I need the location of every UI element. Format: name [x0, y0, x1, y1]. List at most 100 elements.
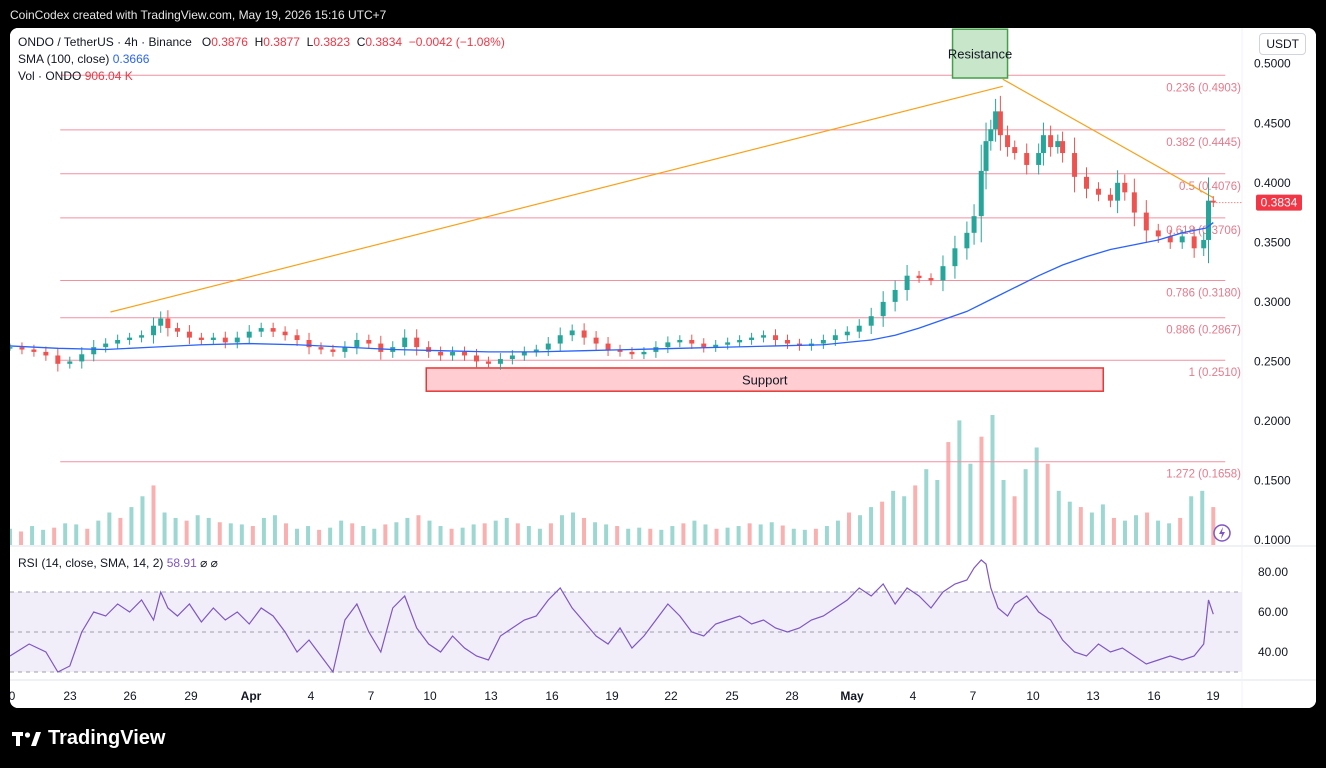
volume-legend[interactable]: Vol · ONDO 906.04 K	[18, 69, 133, 83]
close-label: C	[356, 35, 366, 49]
candle-body	[294, 335, 300, 340]
trendline[interactable]	[110, 85, 1003, 313]
candle-body	[1040, 135, 1046, 154]
time-tick-label: 10	[423, 689, 437, 703]
volume-bar	[261, 517, 266, 545]
candle-body	[761, 335, 767, 338]
candle-body	[1072, 153, 1078, 177]
candle-body	[844, 331, 850, 336]
volume-bar	[1200, 490, 1205, 545]
volume-bar	[1189, 496, 1194, 545]
volume-bar	[1089, 512, 1094, 545]
candle-body	[533, 349, 539, 352]
candle-body	[617, 349, 623, 352]
fib-level-label: 0.786 (0.3180)	[1166, 287, 1241, 299]
candle-body	[1060, 141, 1066, 154]
volume-bar	[427, 520, 432, 545]
candle-body	[1179, 236, 1185, 243]
tradingview-brand[interactable]: TradingView	[12, 727, 165, 750]
fib-level-label: 0.236 (0.4903)	[1166, 82, 1241, 94]
volume-bar	[593, 522, 598, 545]
candle-body	[1107, 194, 1113, 201]
candle-body	[784, 339, 790, 344]
volume-bar	[902, 496, 907, 545]
low-label: L	[306, 35, 314, 49]
volume-bar	[1134, 515, 1139, 545]
volume-bar	[637, 527, 642, 545]
candle-body	[450, 351, 456, 356]
volume-bar	[648, 528, 653, 545]
trendline[interactable]	[1002, 78, 1214, 199]
candle-body	[174, 328, 180, 332]
change-value: −0.0042 (−1.08%)	[408, 35, 505, 49]
candle-body	[151, 325, 157, 336]
candle-body	[10, 347, 13, 349]
volume-bar	[548, 523, 553, 545]
chart-panel[interactable]: 0.5000 0.4500 0.4000 0.3500 0.3000 0.2500 0.20…	[10, 28, 1316, 708]
resistance-zone[interactable]	[951, 28, 1009, 79]
candle-body	[31, 349, 37, 352]
candle-body	[952, 248, 958, 267]
volume-bar	[295, 528, 300, 545]
volume-label: Vol · ONDO	[18, 69, 82, 83]
volume-bar	[460, 527, 465, 545]
volume-bar	[924, 469, 929, 545]
time-tick-label: 7	[368, 689, 375, 703]
volume-bar	[405, 517, 410, 545]
candle-body	[993, 111, 999, 130]
candle-body	[115, 339, 121, 344]
volume-bar	[416, 515, 421, 545]
candle-body	[222, 337, 228, 343]
volume-bar	[780, 525, 785, 545]
rsi-tick-label: 80.00	[1258, 565, 1288, 579]
currency-button[interactable]: USDT	[1259, 33, 1306, 55]
candle-body	[1122, 182, 1128, 193]
volume-bar	[537, 528, 542, 545]
candle-body	[868, 316, 874, 326]
volume-bar	[63, 523, 68, 545]
sma-label: SMA (100, close)	[18, 52, 110, 66]
volume-bar	[118, 517, 123, 545]
sma-legend[interactable]: SMA (100, close) 0.3666	[18, 52, 149, 66]
time-tick-label: 13	[1086, 689, 1100, 703]
volume-bar	[725, 527, 730, 545]
time-tick-label: 26	[123, 689, 137, 703]
candle-body	[971, 216, 977, 233]
volume-bar	[979, 436, 984, 545]
symbol-name[interactable]: ONDO / TetherUS · 4h · Binance	[18, 35, 192, 49]
low-value: 0.3823	[313, 35, 351, 49]
candle-body	[1143, 212, 1149, 231]
price-tick-label: 0.2000	[1254, 414, 1291, 428]
volume-bar	[1178, 517, 1183, 545]
time-tick-label: 19	[605, 689, 619, 703]
rsi-legend[interactable]: RSI (14, close, SMA, 14, 2) 58.91 ⌀ ⌀	[18, 556, 218, 570]
volume-bar	[1001, 480, 1006, 545]
rsi-settings-icon[interactable]: ⌀ ⌀	[200, 556, 218, 570]
candle-body	[978, 170, 984, 217]
time-tick-label: 16	[545, 689, 559, 703]
candle-body	[997, 111, 1003, 136]
volume-bar	[394, 522, 399, 545]
symbol-legend[interactable]: ONDO / TetherUS · 4h · Binance O0.3876 H…	[18, 35, 505, 49]
candle-body	[414, 337, 420, 348]
tradingview-brand-text: TradingView	[48, 727, 166, 749]
tradingview-logo-icon	[12, 731, 41, 746]
candle-body	[1084, 176, 1090, 189]
volume-bar	[19, 531, 24, 545]
chart-canvas[interactable]: 0.5000 0.4500 0.4000 0.3500 0.3000 0.2500 0.20…	[10, 28, 1316, 708]
volume-bar	[350, 523, 355, 545]
time-tick-label: 16	[1147, 689, 1161, 703]
volume-bar	[328, 527, 333, 545]
volume-bar	[1078, 507, 1083, 545]
time-tick-label: 25	[725, 689, 739, 703]
rsi-tick-label: 40.00	[1258, 645, 1288, 659]
volume-bar	[714, 528, 719, 545]
candle-body	[485, 361, 491, 364]
volume-value: 906.04 K	[84, 69, 133, 83]
fib-level-label: 0.5 (0.4076)	[1179, 181, 1241, 193]
volume-bar	[604, 524, 609, 545]
volume-bar	[802, 529, 807, 545]
fib-level-label: 0.886 (0.2867)	[1166, 325, 1241, 337]
support-zone[interactable]	[425, 367, 1105, 392]
candle-body	[318, 347, 324, 350]
